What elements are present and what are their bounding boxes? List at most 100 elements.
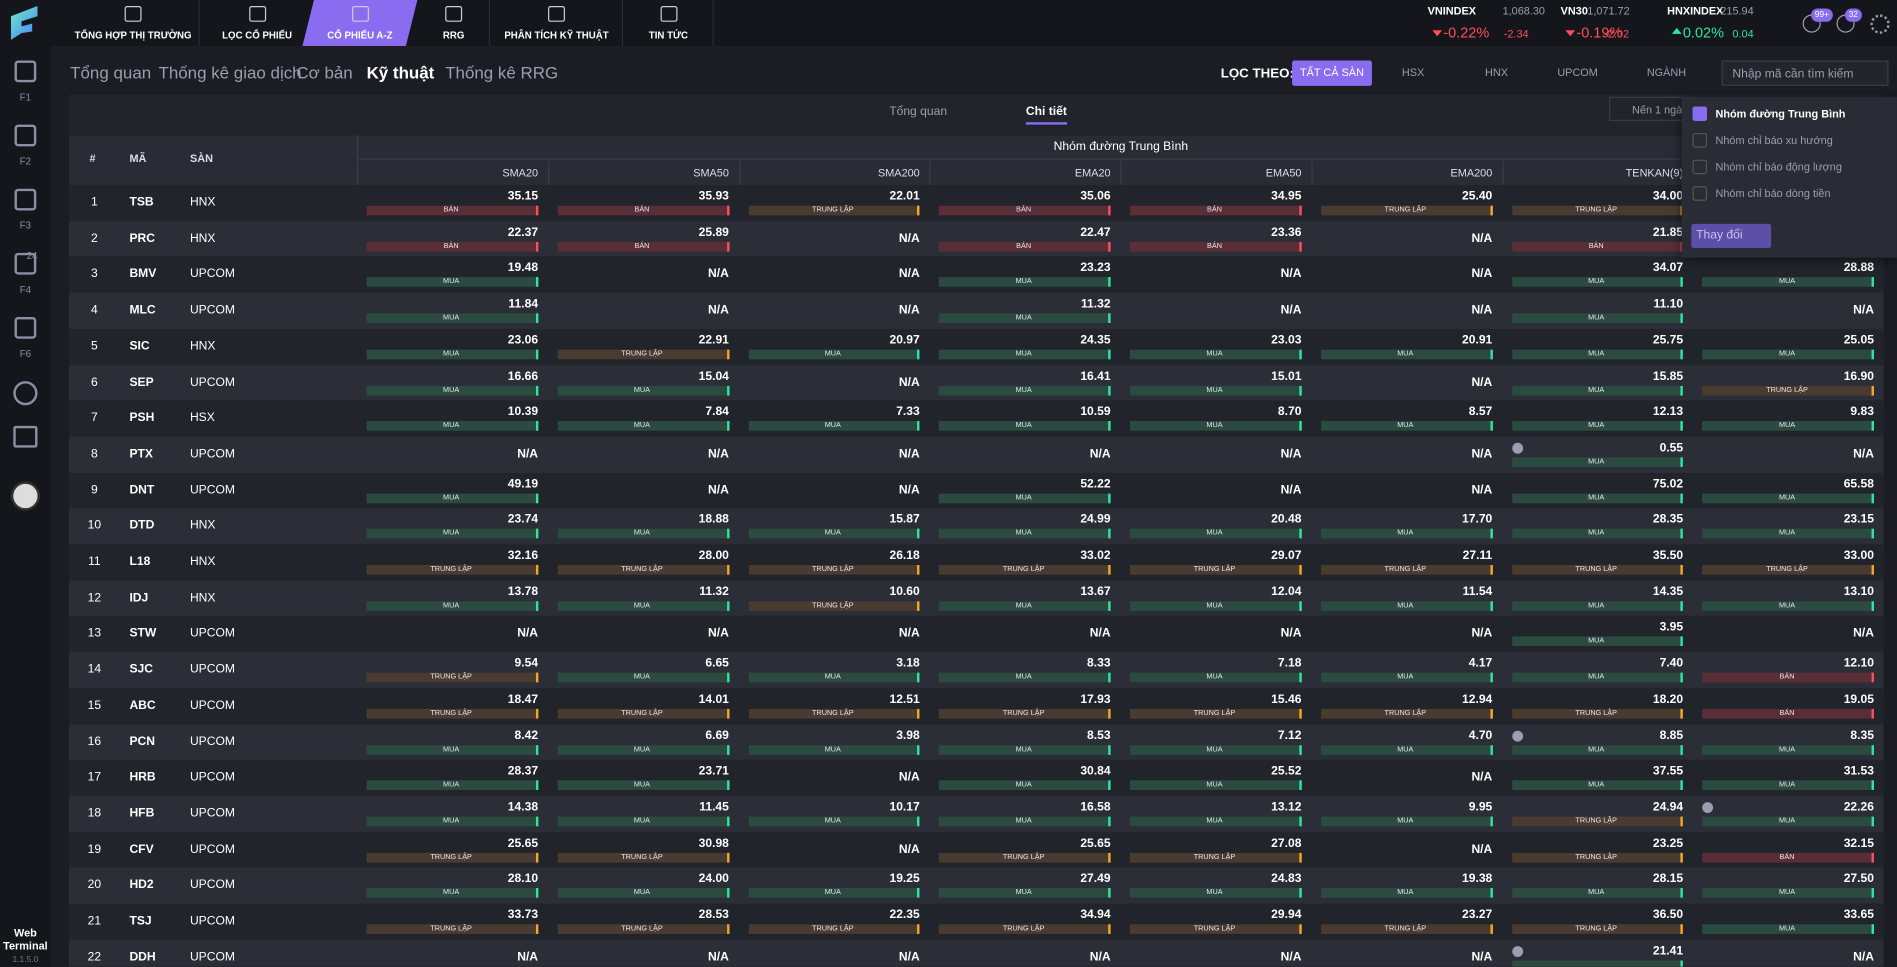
signal-bar: MUA xyxy=(1511,888,1684,899)
cell-value: 28.10 xyxy=(507,872,539,886)
signal-label: MUA xyxy=(1015,673,1032,682)
signal-label: TRUNG LẬP xyxy=(430,853,472,861)
dropdown-item[interactable]: Nhóm chỉ báo dòng tiền xyxy=(1715,187,1831,200)
cell-value: 25.89 xyxy=(698,225,729,240)
cell-value: 16.66 xyxy=(507,369,539,383)
nav-item[interactable]: PHÂN TÍCH KỸ THUẬT xyxy=(490,0,624,46)
signal-bar: MUA xyxy=(1511,600,1684,611)
cell-value: 23.27 xyxy=(1462,908,1493,922)
tab[interactable]: Thống kê RRG xyxy=(445,62,559,83)
tab[interactable]: Cơ bản xyxy=(296,62,353,83)
signal-label: MUA xyxy=(1206,422,1223,430)
settings-icon[interactable] xyxy=(1870,14,1890,34)
cell-na: N/A xyxy=(1471,231,1493,246)
signal-bar: TRUNG LẬP xyxy=(1320,564,1493,575)
cell-value: 3.98 xyxy=(896,728,920,743)
signal-bar: MUA xyxy=(1320,744,1493,755)
signal-label: MUA xyxy=(1778,530,1796,538)
signal-bar: TRUNG LẬP xyxy=(1129,852,1302,863)
guide-icon[interactable] xyxy=(13,425,38,448)
search-input[interactable]: Nhập mã cần tìm kiếm xyxy=(1721,60,1889,86)
signal-label: MUA xyxy=(443,745,460,754)
signal-label: MUA xyxy=(1588,278,1605,286)
signal-bar: MUA xyxy=(366,888,539,899)
cell-value: 23.15 xyxy=(1843,513,1874,527)
cell-na: N/A xyxy=(1471,303,1493,318)
checkbox[interactable] xyxy=(1692,133,1708,148)
tab[interactable]: Tổng quan xyxy=(70,62,152,83)
signal-label: TRUNG LẬP xyxy=(812,566,854,574)
checkbox[interactable] xyxy=(1692,186,1708,201)
cell-na: N/A xyxy=(898,267,920,282)
cell-value: 34.07 xyxy=(1652,261,1684,276)
cell-value: 3.95 xyxy=(1659,621,1684,635)
nav-item[interactable]: RRG xyxy=(417,0,490,46)
signal-label: MUA xyxy=(1588,458,1605,466)
cell-na: N/A xyxy=(1089,447,1111,461)
signal-bar: TRUNG LẬP xyxy=(748,708,920,719)
signal-bar: TRUNG LẬP xyxy=(939,924,1111,934)
index-value: 1,068.30 xyxy=(1502,4,1545,17)
cell-value: 29.07 xyxy=(1271,549,1302,563)
dropdown-item[interactable]: Nhóm chỉ báo động lượng xyxy=(1715,160,1842,174)
subtab[interactable]: Chi tiết xyxy=(1025,105,1067,125)
signal-label: MUA xyxy=(1397,745,1414,754)
row-number: 8 xyxy=(90,447,98,461)
signal-label: TRUNG LẬP xyxy=(1002,709,1045,718)
stock-code: DDH xyxy=(129,950,156,964)
row-number: 5 xyxy=(90,339,98,354)
nav-item[interactable]: LỌC CỔ PHIẾU xyxy=(194,0,321,46)
filter-option[interactable]: HNX xyxy=(1485,66,1509,79)
signal-bar: MUA xyxy=(557,421,729,431)
signal-bar: MUA xyxy=(1129,385,1302,395)
cell-value: 12.51 xyxy=(889,692,920,707)
signal-bar: MUA xyxy=(748,529,920,539)
info-icon xyxy=(1702,801,1714,813)
signal-label: TRUNG LẬP xyxy=(1766,386,1808,394)
subtab[interactable]: Tổng quan xyxy=(889,105,948,119)
exchange: HNX xyxy=(189,519,216,533)
signal-label: BÁN xyxy=(634,242,650,251)
cell-value: 9.54 xyxy=(514,657,539,671)
nav-item[interactable]: TỔNG HỢP THỊ TRƯỜNG xyxy=(67,0,200,46)
signal-label: MUA xyxy=(633,386,651,394)
sidebar-icon[interactable] xyxy=(14,124,37,147)
sidebar-icon[interactable] xyxy=(14,252,37,275)
signal-bar: MUA xyxy=(1129,816,1302,827)
exchange: UPCOM xyxy=(189,950,235,964)
sidebar-icon[interactable] xyxy=(14,188,37,211)
dropdown-item[interactable]: Nhóm đường Trung Bình xyxy=(1715,107,1846,120)
checkbox[interactable] xyxy=(1692,159,1708,175)
cell-na: N/A xyxy=(708,267,729,282)
signal-label: MUA xyxy=(1588,386,1605,394)
nav-icon xyxy=(248,6,266,22)
cell-value: 26.18 xyxy=(889,549,920,563)
dropdown-item[interactable]: Nhóm chỉ báo xu hướng xyxy=(1715,134,1833,147)
signal-bar: MUA xyxy=(557,780,729,791)
filter-option[interactable]: NGÀNH xyxy=(1646,66,1687,79)
notification-badge: 99+ xyxy=(1811,8,1833,22)
change-button[interactable]: Thay đổi xyxy=(1691,223,1772,249)
sidebar-icon[interactable] xyxy=(14,60,37,83)
tab[interactable]: Thống kê giao dịch xyxy=(158,62,302,83)
nav-item[interactable]: CỔ PHIẾU A-Z xyxy=(302,0,418,46)
help-icon[interactable] xyxy=(13,381,38,406)
avatar[interactable] xyxy=(10,481,40,511)
filter-option[interactable]: UPCOM xyxy=(1557,66,1598,79)
signal-bar: MUA xyxy=(1511,349,1684,360)
cell-value: 12.04 xyxy=(1271,585,1302,599)
sidebar-icon[interactable] xyxy=(14,316,37,339)
tab[interactable]: Kỹ thuật xyxy=(366,62,435,83)
cell-value: 28.35 xyxy=(1652,513,1684,527)
filter-option[interactable]: HSX xyxy=(1401,66,1425,79)
nav-item[interactable]: TIN TỨC xyxy=(623,0,714,46)
signal-bar: BÁN xyxy=(1129,241,1302,252)
signal-bar: BÁN xyxy=(366,241,539,252)
checkbox[interactable] xyxy=(1692,106,1708,121)
cell-value: 8.85 xyxy=(1659,728,1684,743)
cell-value: 24.00 xyxy=(698,872,729,886)
cell-value: 27.11 xyxy=(1462,549,1493,563)
stock-code: SEP xyxy=(129,375,154,389)
signal-label: MUA xyxy=(1588,673,1605,682)
filter-option[interactable]: TẤT CẢ SÀN xyxy=(1292,60,1372,86)
